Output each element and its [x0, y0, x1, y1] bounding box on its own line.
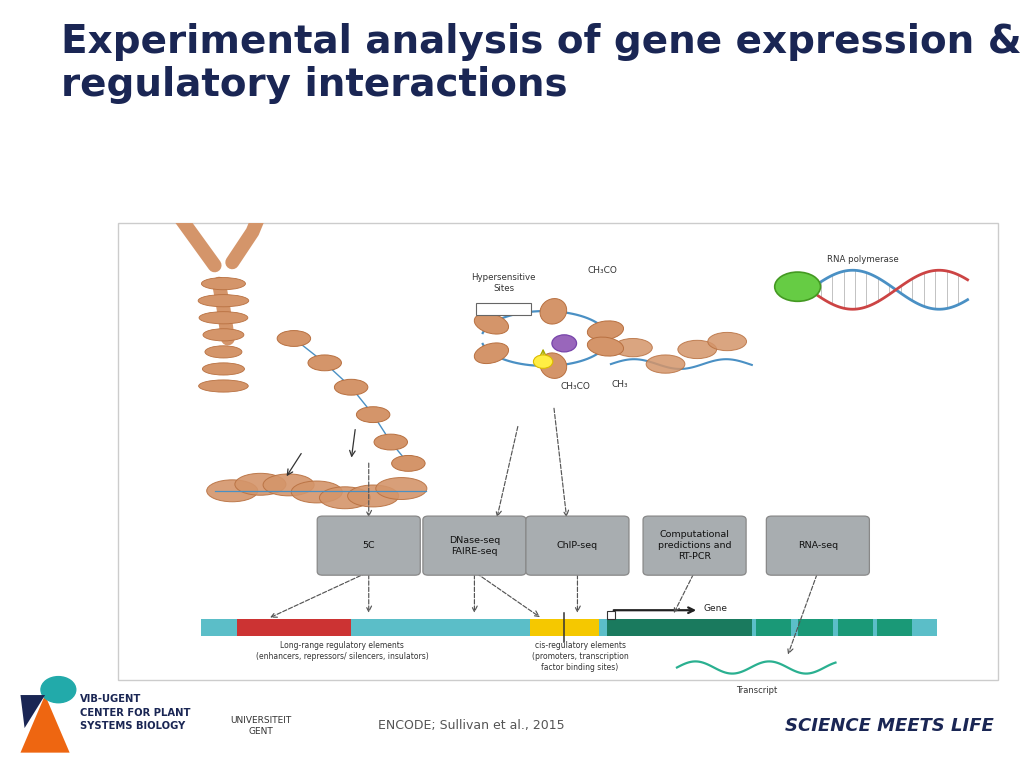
Bar: [756, 619, 792, 636]
Text: ChIP-seq: ChIP-seq: [557, 541, 598, 550]
Bar: [838, 619, 873, 636]
Bar: [237, 619, 351, 636]
Ellipse shape: [474, 313, 509, 334]
FancyBboxPatch shape: [526, 516, 629, 575]
Ellipse shape: [540, 299, 566, 324]
Bar: [202, 619, 937, 636]
Ellipse shape: [198, 295, 249, 306]
Text: CH₃CO: CH₃CO: [561, 382, 591, 392]
Text: ENCODE; Sullivan et al., 2015: ENCODE; Sullivan et al., 2015: [378, 720, 564, 732]
Ellipse shape: [207, 480, 258, 502]
Text: VIB-UGENT
CENTER FOR PLANT
SYSTEMS BIOLOGY: VIB-UGENT CENTER FOR PLANT SYSTEMS BIOLO…: [80, 694, 190, 731]
Polygon shape: [20, 695, 45, 728]
Text: CH₃CO: CH₃CO: [587, 266, 617, 274]
Ellipse shape: [319, 487, 371, 508]
Text: Transcript: Transcript: [735, 686, 777, 695]
Ellipse shape: [540, 353, 566, 379]
Ellipse shape: [588, 321, 624, 340]
FancyBboxPatch shape: [423, 516, 526, 575]
Ellipse shape: [203, 329, 244, 341]
Ellipse shape: [335, 379, 368, 396]
Text: 5C: 5C: [362, 541, 375, 550]
Ellipse shape: [534, 355, 553, 369]
Circle shape: [41, 677, 76, 703]
Ellipse shape: [474, 343, 509, 363]
Text: UNIVERSITEIT
GENT: UNIVERSITEIT GENT: [230, 716, 292, 736]
Text: Experimental analysis of gene expression &
regulatory interactions: Experimental analysis of gene expression…: [61, 23, 1022, 104]
Ellipse shape: [646, 355, 685, 373]
Ellipse shape: [203, 362, 245, 375]
Ellipse shape: [374, 434, 408, 450]
Ellipse shape: [263, 474, 314, 496]
Text: RNA-seq: RNA-seq: [798, 541, 838, 550]
FancyBboxPatch shape: [317, 516, 420, 575]
Ellipse shape: [347, 485, 398, 507]
Text: Hypersensitive
Sites: Hypersensitive Sites: [471, 273, 536, 293]
Bar: [529, 619, 599, 636]
Ellipse shape: [199, 312, 248, 324]
Text: cis-regulatory elements
(promoters, transcription
factor binding sites): cis-regulatory elements (promoters, tran…: [531, 641, 629, 672]
Ellipse shape: [552, 335, 577, 352]
Ellipse shape: [308, 355, 341, 371]
Text: RNA polymerase: RNA polymerase: [826, 255, 898, 264]
Text: Gene: Gene: [703, 604, 727, 613]
Text: Long-range regulatory elements
(enhancers, repressors/ silencers, insulators): Long-range regulatory elements (enhancer…: [256, 641, 429, 660]
Bar: [798, 619, 833, 636]
Bar: [606, 619, 752, 636]
Ellipse shape: [356, 407, 390, 422]
Text: SCIENCE MEETS LIFE: SCIENCE MEETS LIFE: [784, 717, 993, 735]
Bar: [877, 619, 912, 636]
Ellipse shape: [199, 380, 248, 392]
Ellipse shape: [708, 333, 746, 351]
FancyBboxPatch shape: [118, 223, 998, 680]
Ellipse shape: [202, 277, 246, 290]
Text: CH₃: CH₃: [611, 380, 628, 389]
Ellipse shape: [613, 339, 652, 357]
Ellipse shape: [205, 346, 242, 358]
Ellipse shape: [678, 340, 717, 359]
Bar: [606, 611, 615, 619]
Ellipse shape: [291, 481, 342, 503]
FancyBboxPatch shape: [766, 516, 869, 575]
Ellipse shape: [376, 478, 427, 499]
Polygon shape: [20, 695, 70, 753]
Ellipse shape: [588, 337, 624, 356]
Ellipse shape: [278, 330, 310, 346]
Bar: [476, 303, 530, 316]
FancyBboxPatch shape: [643, 516, 746, 575]
Ellipse shape: [775, 272, 820, 301]
Text: Computational
predictions and
RT-PCR: Computational predictions and RT-PCR: [657, 531, 731, 561]
Ellipse shape: [391, 455, 425, 472]
Text: DNase-seq
FAIRE-seq: DNase-seq FAIRE-seq: [449, 536, 500, 555]
Ellipse shape: [234, 473, 286, 495]
